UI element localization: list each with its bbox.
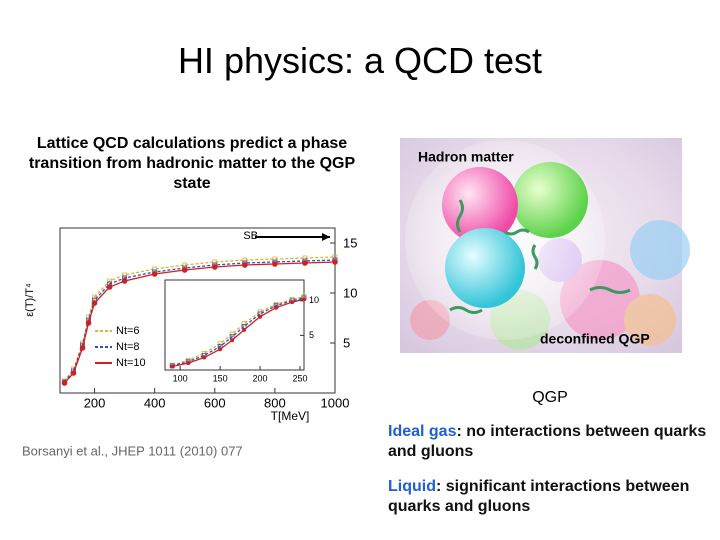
data-point — [272, 261, 278, 267]
data-point — [70, 370, 77, 376]
legend-label: Nt=10 — [116, 357, 146, 369]
citation: Borsanyi et al., JHEP 1011 (2010) 077 — [22, 443, 243, 458]
y-tick-label: 15 — [343, 235, 357, 250]
illustration-label: Hadron matter — [418, 149, 514, 165]
inset-x-tick-label: 100 — [173, 373, 188, 383]
illustration-caption: QGP — [532, 389, 568, 406]
sb-arrow — [322, 233, 330, 241]
left-text: Lattice QCD calculations predict a phase… — [28, 135, 356, 192]
legend-label: Nt=8 — [116, 341, 140, 353]
y-tick-label: 10 — [343, 285, 357, 300]
inset-y-tick-label: 5 — [309, 330, 314, 340]
y-axis-label: ε(T)/T⁴ — [24, 283, 36, 317]
inset-y-tick-label: 10 — [309, 295, 319, 305]
note-text: : significant interactions between quark… — [388, 478, 690, 515]
data-point — [121, 278, 128, 284]
x-axis-label: T[MeV] — [271, 409, 310, 423]
data-point — [79, 345, 86, 351]
data-point — [332, 254, 338, 260]
data-point — [151, 271, 158, 277]
sb-label: SB — [243, 230, 258, 242]
series-line — [64, 259, 336, 383]
qgp-illustration: Hadron matter deconfined QGP — [400, 138, 690, 353]
x-tick-label: 1000 — [321, 395, 350, 410]
data-point — [91, 300, 98, 306]
data-point — [302, 255, 308, 261]
data-point — [272, 256, 278, 262]
x-tick-label: 400 — [144, 395, 166, 410]
slide-title: HI physics: a QCD test — [177, 40, 543, 81]
data-point — [302, 297, 306, 302]
inset-x-tick-label: 150 — [213, 373, 228, 383]
data-point — [107, 278, 112, 284]
data-point — [242, 262, 248, 268]
data-point — [242, 327, 247, 332]
data-point — [181, 267, 188, 273]
data-point — [302, 260, 308, 266]
series-line — [64, 261, 336, 384]
data-point — [274, 305, 279, 310]
illustration-label: deconfined QGP — [540, 331, 650, 347]
inset-frame — [164, 279, 305, 371]
y-tick-label: 5 — [343, 335, 350, 350]
series-line — [172, 297, 305, 367]
data-point — [211, 264, 218, 270]
note-term: Ideal gas — [388, 423, 457, 440]
series-line — [172, 298, 305, 368]
data-point — [290, 300, 295, 305]
plot-frame — [59, 227, 336, 394]
data-point — [258, 314, 263, 319]
plot: 200 400 600 800 1000 5 10 15 T[MeV] ε(T)/T⁴ SB 100 1… — [22, 227, 357, 458]
data-point — [230, 338, 235, 343]
data-point — [242, 257, 248, 263]
data-point — [182, 262, 188, 268]
data-point — [241, 321, 247, 327]
x-tick-label: 800 — [264, 395, 286, 410]
series-line — [63, 256, 336, 382]
data-point — [106, 284, 113, 290]
x-tick-label: 600 — [204, 395, 226, 410]
note: Liquid: significant interactions between… — [388, 477, 708, 517]
data-point — [85, 320, 92, 326]
data-point — [61, 380, 68, 386]
data-point — [218, 347, 223, 352]
data-point — [170, 364, 175, 369]
data-point — [202, 355, 207, 360]
data-point — [332, 259, 338, 265]
note-term: Liquid — [388, 478, 436, 495]
data-point — [122, 272, 128, 278]
data-point — [186, 361, 191, 366]
note: Ideal gas: no interactions between quark… — [388, 422, 708, 462]
series-line — [172, 295, 305, 366]
data-point — [212, 259, 218, 265]
legend-label: Nt=6 — [116, 325, 140, 337]
inset-x-tick-label: 200 — [253, 373, 268, 383]
inset-x-tick-label: 250 — [292, 373, 307, 383]
data-point — [152, 266, 158, 272]
note-text: : no interactions between quarks and glu… — [388, 423, 707, 460]
x-tick-label: 200 — [84, 395, 106, 410]
